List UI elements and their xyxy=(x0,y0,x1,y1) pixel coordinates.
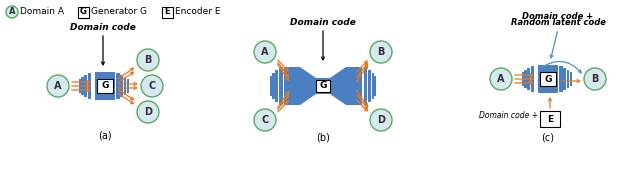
Text: Domain code: Domain code xyxy=(290,18,356,27)
Bar xyxy=(316,80,330,92)
Bar xyxy=(540,111,560,127)
Bar xyxy=(275,70,278,102)
Bar xyxy=(538,65,558,93)
Polygon shape xyxy=(300,67,316,105)
Text: A: A xyxy=(261,47,269,57)
Bar xyxy=(84,75,87,97)
Circle shape xyxy=(47,75,69,97)
Text: G: G xyxy=(319,81,326,90)
Text: Domain code +: Domain code + xyxy=(479,112,538,121)
Text: Encoder E: Encoder E xyxy=(175,7,221,17)
Bar xyxy=(524,70,527,88)
Bar xyxy=(531,66,534,92)
Bar xyxy=(540,72,556,86)
Circle shape xyxy=(370,41,392,63)
Text: Domain code +: Domain code + xyxy=(522,12,593,21)
Bar xyxy=(120,75,123,97)
Bar xyxy=(270,76,272,96)
Bar xyxy=(346,67,362,105)
Text: B: B xyxy=(591,74,598,84)
Text: Domain A: Domain A xyxy=(20,7,64,17)
Text: E: E xyxy=(547,114,553,124)
Bar xyxy=(81,77,83,95)
Bar xyxy=(124,77,126,95)
Bar xyxy=(570,72,572,86)
Bar xyxy=(79,79,81,93)
Bar xyxy=(95,72,115,100)
Circle shape xyxy=(137,101,159,123)
Text: (a): (a) xyxy=(98,131,112,141)
Bar xyxy=(522,72,524,86)
Text: B: B xyxy=(378,47,385,57)
Circle shape xyxy=(254,41,276,63)
Bar xyxy=(127,79,129,93)
Text: A: A xyxy=(497,74,505,84)
Bar xyxy=(116,73,120,99)
Bar xyxy=(374,76,376,96)
Text: (b): (b) xyxy=(316,133,330,143)
Text: Random latent code: Random latent code xyxy=(511,18,605,27)
Bar xyxy=(284,67,300,105)
Bar xyxy=(88,73,91,99)
Bar xyxy=(272,73,275,99)
Circle shape xyxy=(137,49,159,71)
Text: E: E xyxy=(164,7,170,17)
Bar xyxy=(368,70,371,102)
Bar xyxy=(97,79,113,93)
Bar xyxy=(279,67,282,105)
Bar xyxy=(563,68,566,90)
Circle shape xyxy=(584,68,606,90)
Circle shape xyxy=(141,75,163,97)
Text: Domain code: Domain code xyxy=(70,23,136,32)
Text: (c): (c) xyxy=(541,132,554,142)
Bar xyxy=(78,6,89,18)
Text: A: A xyxy=(54,81,61,91)
Text: C: C xyxy=(261,115,269,125)
Text: G: G xyxy=(80,7,87,17)
Circle shape xyxy=(6,6,18,18)
Bar xyxy=(316,78,330,94)
Text: A: A xyxy=(9,7,15,17)
Bar xyxy=(371,73,374,99)
Text: G: G xyxy=(101,81,109,90)
Text: D: D xyxy=(377,115,385,125)
Text: D: D xyxy=(144,107,152,117)
Text: Generator G: Generator G xyxy=(91,7,147,17)
Circle shape xyxy=(490,68,512,90)
Bar xyxy=(364,67,367,105)
Bar xyxy=(559,66,563,92)
Bar xyxy=(566,70,569,88)
Bar xyxy=(162,6,173,18)
Circle shape xyxy=(254,109,276,131)
Polygon shape xyxy=(330,67,346,105)
Text: B: B xyxy=(144,55,152,65)
Text: C: C xyxy=(148,81,156,91)
Text: G: G xyxy=(544,74,552,84)
Bar xyxy=(527,68,530,90)
Circle shape xyxy=(370,109,392,131)
